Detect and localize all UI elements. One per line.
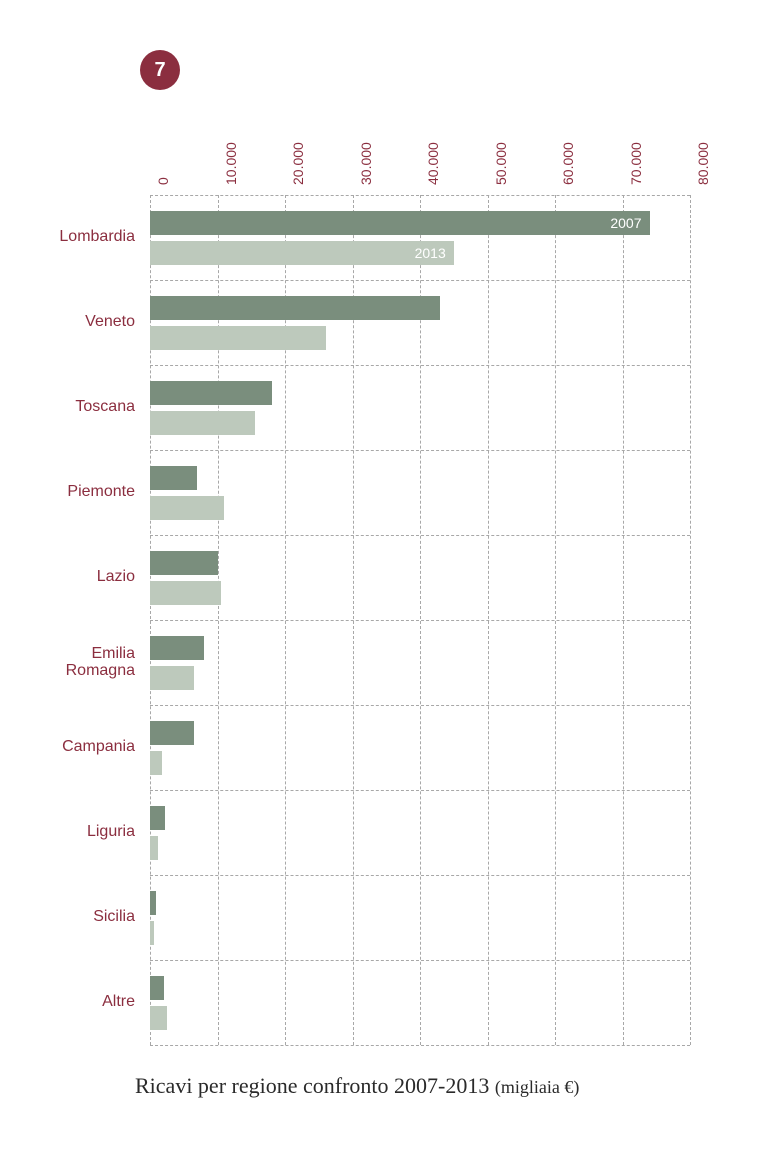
- gridline-horizontal: [150, 280, 690, 281]
- y-category-label: Emilia Romagna: [66, 645, 135, 680]
- bar-2007: [150, 381, 272, 405]
- bar-inline-label: 2013: [415, 245, 446, 261]
- caption-main: Ricavi per regione confronto 2007-2013: [135, 1073, 495, 1098]
- gridline-horizontal: [150, 195, 690, 196]
- gridline-horizontal: [150, 365, 690, 366]
- y-category-label: Lombardia: [59, 228, 135, 246]
- y-category-label: Veneto: [85, 313, 135, 331]
- x-tick-label: 30.000: [358, 142, 374, 185]
- x-tick-label: 20.000: [290, 142, 306, 185]
- bar-2007: [150, 636, 204, 660]
- bar-2013: [150, 921, 154, 945]
- bar-2013: [150, 1006, 167, 1030]
- gridline-horizontal: [150, 960, 690, 961]
- bar-2013: 2013: [150, 241, 454, 265]
- gridline-vertical: [690, 195, 691, 1045]
- page-number-badge: 7: [140, 50, 180, 90]
- y-category-label: Liguria: [87, 823, 135, 841]
- bar-2013: [150, 666, 194, 690]
- gridline-horizontal: [150, 1045, 690, 1046]
- gridline-horizontal: [150, 705, 690, 706]
- bar-2007: [150, 551, 218, 575]
- badge-number: 7: [154, 59, 165, 82]
- x-tick-label: 60.000: [560, 142, 576, 185]
- x-tick-label: 80.000: [695, 142, 711, 185]
- x-tick-label: 70.000: [628, 142, 644, 185]
- y-category-label: Piemonte: [67, 483, 135, 501]
- bar-2013: [150, 411, 255, 435]
- bar-2013: [150, 581, 221, 605]
- bar-2007: [150, 466, 197, 490]
- chart-caption: Ricavi per regione confronto 2007-2013 (…: [135, 1073, 579, 1099]
- x-tick-label: 0: [155, 177, 171, 185]
- caption-unit: (migliaia €): [495, 1077, 579, 1097]
- bar-2007: [150, 296, 440, 320]
- y-category-label: Altre: [102, 993, 135, 1011]
- gridline-horizontal: [150, 450, 690, 451]
- x-tick-label: 10.000: [223, 142, 239, 185]
- gridline-horizontal: [150, 875, 690, 876]
- bar-inline-label: 2007: [610, 215, 641, 231]
- y-category-label: Campania: [62, 738, 135, 756]
- bar-2007: 2007: [150, 211, 650, 235]
- bar-2013: [150, 326, 326, 350]
- bar-2007: [150, 976, 164, 1000]
- bar-2013: [150, 496, 224, 520]
- bar-2013: [150, 751, 162, 775]
- gridline-horizontal: [150, 790, 690, 791]
- plot-area: Lombardia20072013VenetoToscanaPiemonteLa…: [150, 195, 690, 1045]
- bar-2007: [150, 891, 156, 915]
- x-tick-label: 40.000: [425, 142, 441, 185]
- bar-2013: [150, 836, 158, 860]
- y-category-label: Lazio: [97, 568, 135, 586]
- bar-2007: [150, 806, 165, 830]
- y-category-label: Sicilia: [93, 908, 135, 926]
- x-tick-label: 50.000: [493, 142, 509, 185]
- gridline-horizontal: [150, 620, 690, 621]
- y-category-label: Toscana: [75, 398, 135, 416]
- chart-container: 0 10.000 20.000 30.000 40.000 50.000 60.000 70.…: [60, 125, 700, 1045]
- bar-2007: [150, 721, 194, 745]
- gridline-horizontal: [150, 535, 690, 536]
